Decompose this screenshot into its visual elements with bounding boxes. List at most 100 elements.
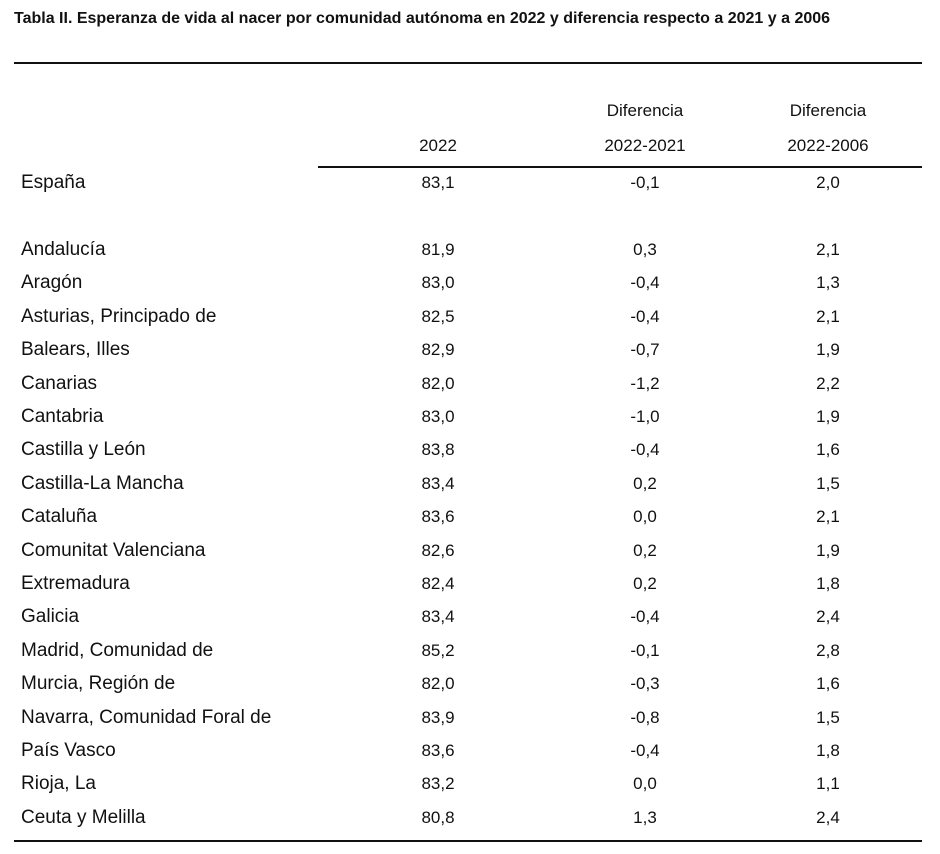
cell-diff-2021: -0,4 [630,273,660,293]
table-row: Murcia, Región de 82,0 -0,3 1,6 [0,669,940,699]
top-rule [14,62,922,64]
cell-diff-2006: 2,0 [816,173,840,192]
column-header-2022: 2022 [419,136,457,155]
cell-diff-2021: -0,4 [630,440,660,460]
table-row: Canarias 82,0 -1,2 2,2 [0,369,940,399]
cell-2022: 82,4 [421,574,455,593]
cell-2022: 82,6 [421,540,455,560]
table-row: País Vasco 83,6 -0,4 1,8 [0,736,940,766]
cell-2022: 83,9 [421,707,455,727]
cell-diff-2006: 2,8 [816,640,840,660]
row-label: Aragón [21,272,83,294]
cell-diff-2021: -1,0 [630,407,660,426]
row-label: Castilla y León [21,439,146,461]
cell-2022: 83,2 [421,774,455,794]
cell-2022: 83,6 [421,741,455,760]
cell-2022: 85,2 [421,640,455,660]
row-label: Balears, Illes [21,339,130,361]
table-row: Cantabria 83,0 -1,0 1,9 [0,402,940,432]
row-label: Extremadura [21,573,130,594]
table-row: Asturias, Principado de 82,5 -0,4 2,1 [0,302,940,332]
cell-diff-2006: 1,8 [816,741,840,760]
row-label: Andalucía [21,239,106,260]
row-label: Murcia, Región de [21,673,176,695]
cell-2022: 80,8 [421,807,455,827]
table-row: Balears, Illes 82,9 -0,7 1,9 [0,335,940,365]
cell-diff-2021: 0,2 [633,574,657,593]
cell-diff-2006: 2,1 [816,240,840,259]
cell-diff-2006: 2,1 [816,306,840,326]
column-header-diff-2006-years: 2022-2006 [787,136,869,155]
table-row: Ceuta y Melilla 80,8 1,3 2,4 [0,803,940,833]
cell-diff-2006: 2,2 [816,373,840,393]
cell-diff-2006: 1,6 [816,674,840,694]
cell-diff-2021: -1,2 [630,373,660,393]
row-label: Navarra, Comunidad Foral de [21,706,272,728]
row-label: Canarias [21,372,98,394]
cell-diff-2021: -0,4 [630,306,660,326]
row-label: Ceuta y Melilla [21,806,146,828]
cell-diff-2006: 2,4 [816,607,840,627]
cell-diff-2021: -0,8 [630,707,660,727]
cell-diff-2021: 0,0 [633,507,657,527]
row-label: Rioja, La [21,773,96,795]
cell-diff-2006: 1,9 [816,540,840,560]
table-row: Rioja, La 83,2 0,0 1,1 [0,769,940,799]
table-row: Castilla-La Mancha 83,4 0,2 1,5 [0,469,940,499]
cell-diff-2006: 1,1 [816,774,840,794]
cell-2022: 82,0 [421,674,455,694]
cell-diff-2021: 0,2 [633,473,657,493]
table-row: Navarra, Comunidad Foral de 83,9 -0,8 1,5 [0,703,940,733]
table-row: Cataluña 83,6 0,0 2,1 [0,502,940,532]
cell-diff-2021: -0,3 [630,674,660,694]
table-row: Madrid, Comunidad de 85,2 -0,1 2,8 [0,636,940,666]
cell-2022: 83,4 [421,473,455,493]
table-row: Castilla y León 83,8 -0,4 1,6 [0,435,940,465]
column-header-diff-2021-years: 2022-2021 [604,136,686,155]
cell-2022: 82,0 [421,373,455,393]
table-row-total: España 83,1 -0,1 2,0 [0,168,940,198]
cell-2022: 82,5 [421,306,455,326]
cell-diff-2006: 2,1 [816,507,840,527]
cell-diff-2021: -0,7 [630,340,660,360]
column-header-diff-2006-label: Diferencia [789,101,867,120]
cell-2022: 81,9 [421,240,455,259]
row-label: Madrid, Comunidad de [21,639,214,661]
cell-diff-2006: 1,5 [816,473,840,493]
cell-diff-2021: 0,3 [633,240,657,259]
row-label: País Vasco [21,740,116,761]
cell-2022: 83,6 [421,507,455,527]
table-row: Andalucía 81,9 0,3 2,1 [0,235,940,265]
cell-diff-2006: 1,6 [816,440,840,460]
table-row: Extremadura 82,4 0,2 1,8 [0,569,940,599]
row-label: Asturias, Principado de [21,305,217,327]
cell-diff-2006: 1,9 [816,407,840,426]
cell-diff-2021: -0,1 [630,173,660,192]
row-label: Galicia [21,606,80,628]
cell-2022: 83,0 [421,407,455,426]
table-row: Galicia 83,4 -0,4 2,4 [0,602,940,632]
cell-diff-2006: 1,3 [816,273,840,293]
cell-diff-2021: 0,2 [633,540,657,560]
cell-2022: 83,1 [421,173,455,192]
cell-diff-2006: 2,4 [816,807,840,827]
header-rule [318,166,922,168]
row-label: Castilla-La Mancha [21,472,184,494]
cell-2022: 83,8 [421,440,455,460]
row-label: Cataluña [21,506,98,528]
row-label: Comunitat Valenciana [21,539,206,561]
table-title: Tabla II. Esperanza de vida al nacer por… [14,10,831,27]
cell-diff-2006: 1,9 [816,340,840,360]
bottom-rule [14,840,922,842]
cell-diff-2006: 1,8 [816,574,840,593]
cell-diff-2021: 0,0 [633,774,657,794]
cell-2022: 83,0 [421,273,455,293]
cell-diff-2021: -0,4 [630,607,660,627]
table-row: Aragón 83,0 -0,4 1,3 [0,268,940,298]
cell-diff-2021: 1,3 [633,807,657,827]
row-label: Cantabria [21,406,104,427]
column-header-diff-2021-label: Diferencia [606,101,684,120]
cell-diff-2006: 1,5 [816,707,840,727]
row-label: España [21,172,86,193]
cell-diff-2021: -0,4 [630,741,660,760]
